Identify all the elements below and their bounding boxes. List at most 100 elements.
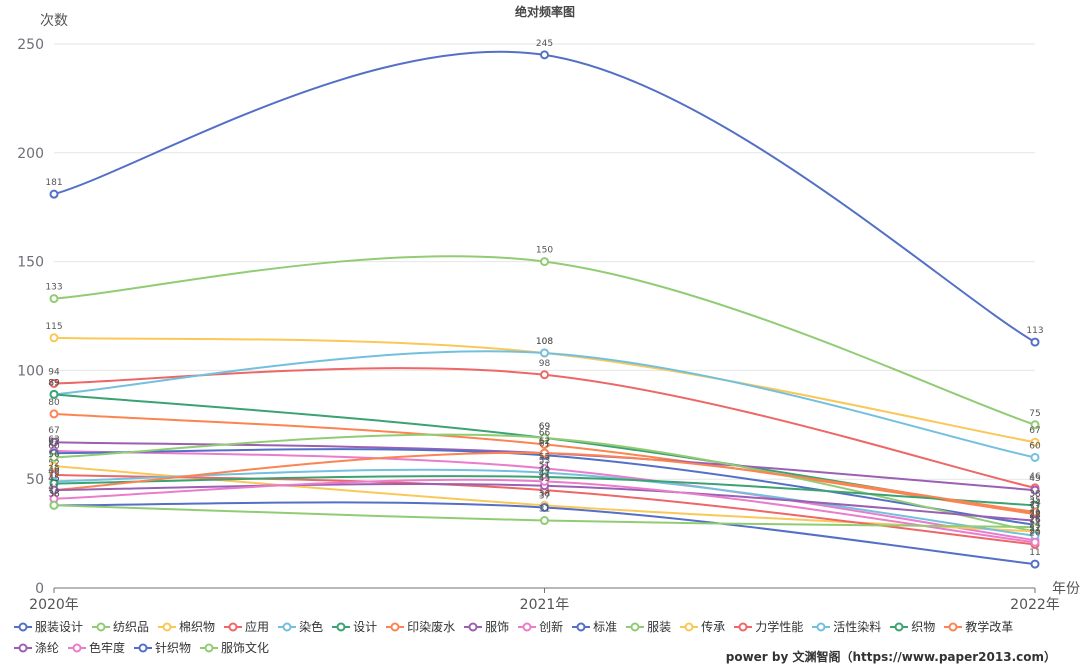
legend-item[interactable]: 服饰 (464, 617, 509, 637)
data-point (540, 516, 549, 526)
data-label: 38 (1029, 489, 1041, 499)
legend-item[interactable]: 创新 (518, 617, 563, 637)
y-axis-label: 次数 (40, 13, 68, 29)
data-label: 62 (539, 437, 550, 447)
legend-label: 教学改革 (965, 620, 1014, 634)
data-label: 55 (539, 452, 550, 462)
legend-item[interactable]: 纺织品 (92, 617, 149, 637)
legend-label: 棉织物 (179, 620, 216, 634)
x-tick-label: 2021年 (520, 597, 570, 613)
legend-marker-icon (626, 622, 645, 632)
data-label: 26 (1029, 515, 1041, 525)
data-label: 89 (48, 378, 60, 388)
data-point (540, 257, 549, 267)
legend-label: 服饰文化 (221, 641, 270, 655)
data-label: 49 (48, 465, 60, 475)
data-point (49, 461, 59, 471)
data-label: 48 (48, 468, 60, 478)
data-point (49, 409, 59, 419)
legend-marker-icon (14, 622, 32, 632)
data-label: 20 (1029, 528, 1041, 538)
legend-item[interactable]: 织物 (890, 617, 935, 637)
legend-label: 针织物 (155, 641, 192, 655)
legend-marker-icon (14, 643, 32, 653)
data-label: 37 (539, 491, 550, 501)
legend-label: 服饰 (485, 620, 510, 634)
legend-item[interactable]: 力学性能 (734, 617, 803, 637)
data-label: 38 (48, 489, 60, 499)
legend-item[interactable]: 棉织物 (158, 617, 215, 637)
legend-item[interactable]: 针织物 (134, 638, 191, 658)
legend-item[interactable]: 活性染料 (812, 617, 881, 637)
legend-item[interactable]: 教学改革 (944, 617, 1013, 637)
series-line (53, 50, 1036, 343)
legend-marker-icon (944, 622, 963, 632)
data-label: 181 (45, 178, 62, 188)
y-tick-label: 250 (17, 37, 44, 53)
data-label: 53 (539, 457, 550, 467)
y-tick-label: 50 (26, 472, 44, 488)
legend-item[interactable]: 设计 (332, 617, 377, 637)
data-point (540, 433, 549, 443)
y-tick-label: 200 (17, 146, 44, 162)
data-point (1030, 337, 1040, 347)
legend-label: 力学性能 (755, 620, 804, 634)
data-point (1030, 420, 1040, 430)
data-label: 28 (1029, 511, 1041, 521)
data-label: 62 (48, 437, 59, 447)
legend-label: 服装 (647, 620, 672, 634)
data-point (49, 485, 59, 495)
legend-item[interactable]: 印染废水 (386, 617, 455, 637)
data-label: 67 (48, 426, 59, 436)
data-label: 51 (539, 461, 550, 471)
data-label: 11 (1029, 548, 1040, 558)
data-label: 67 (1029, 426, 1040, 436)
legend-item[interactable]: 服饰文化 (200, 638, 269, 658)
data-label: 38 (48, 489, 60, 499)
legend-item[interactable]: 涤纶 (14, 638, 59, 658)
legend-item[interactable]: 染色 (278, 617, 323, 637)
data-point (540, 348, 549, 358)
legend-item[interactable]: 服装设计 (14, 617, 83, 637)
data-label: 108 (536, 337, 553, 347)
data-label: 115 (45, 322, 62, 332)
legend-item[interactable]: 传承 (680, 617, 725, 637)
data-label: 63 (48, 435, 59, 445)
legend-marker-icon (734, 622, 753, 632)
data-point (540, 448, 549, 458)
legend-marker-icon (518, 622, 537, 632)
data-label: 34 (1029, 498, 1041, 508)
data-point (49, 294, 59, 304)
data-label: 35 (1029, 496, 1040, 506)
data-label: 38 (539, 489, 551, 499)
legend-marker-icon (200, 643, 219, 653)
legend-marker-icon (680, 622, 699, 632)
data-labels: 1812451131331507511510867949846891086089… (45, 39, 1043, 558)
data-label: 61 (539, 439, 550, 449)
data-label: 45 (1029, 474, 1040, 484)
data-point (49, 189, 59, 199)
data-label: 45 (48, 474, 59, 484)
legend-marker-icon (68, 643, 87, 653)
legend-item[interactable]: 应用 (224, 617, 269, 637)
data-label: 31 (1029, 505, 1040, 515)
data-label: 75 (1029, 409, 1040, 419)
data-label: 66 (539, 428, 551, 438)
legend-item[interactable]: 服装 (626, 617, 671, 637)
series-points (49, 50, 1040, 569)
legend-label: 设计 (353, 620, 378, 634)
legend-item[interactable]: 色牢度 (68, 638, 125, 658)
legend-item[interactable]: 标准 (572, 617, 617, 637)
data-point (540, 370, 549, 380)
data-label: 80 (48, 398, 60, 408)
legend-label: 织物 (911, 620, 936, 634)
data-point (49, 452, 59, 462)
data-label: 46 (1029, 472, 1041, 482)
data-point (1030, 485, 1040, 495)
data-label: 29 (1029, 509, 1041, 519)
legend-label: 色牢度 (89, 641, 126, 655)
data-label: 21 (1029, 526, 1040, 536)
data-label: 69 (539, 422, 551, 432)
legend-label: 标准 (593, 620, 618, 634)
